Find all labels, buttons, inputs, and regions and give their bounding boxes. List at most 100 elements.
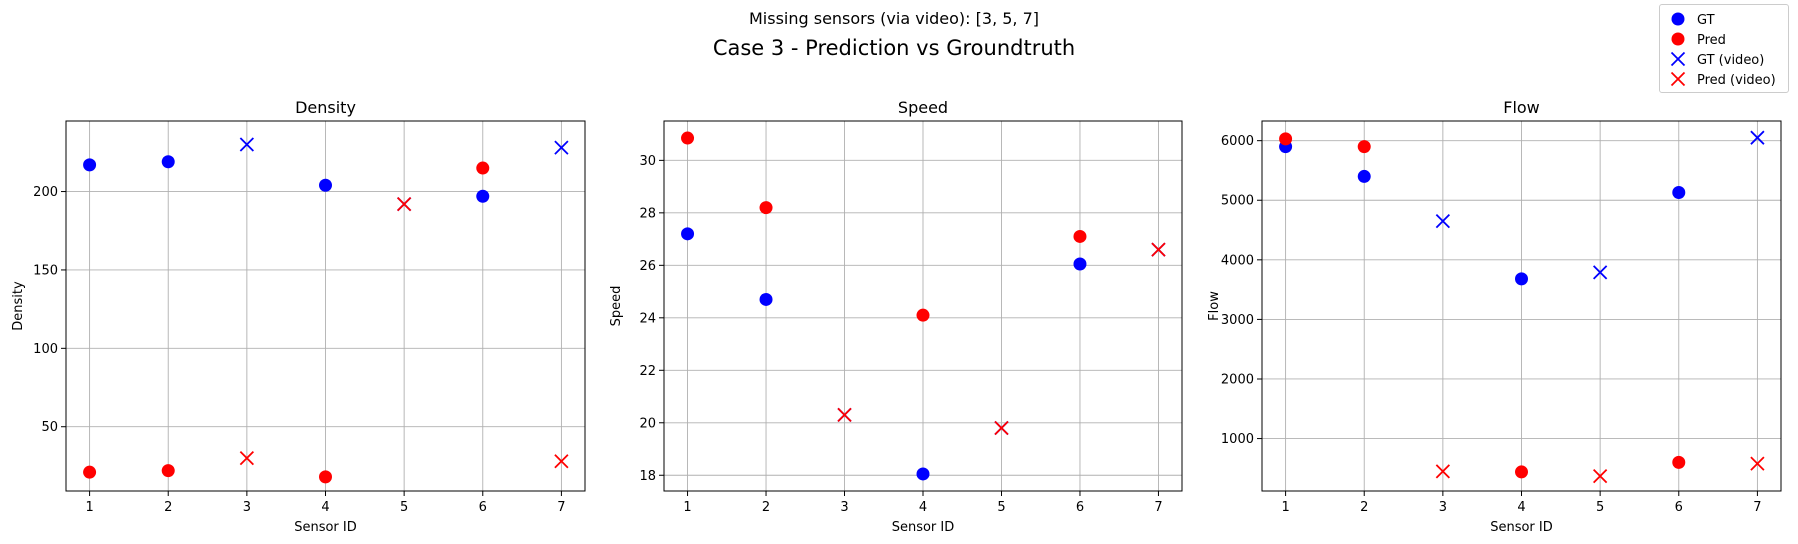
y-tick-label: 1000 bbox=[1221, 432, 1254, 447]
subplot-speed: 1 2 3 4 5 6 7 18 20 22 24 26 28 30 Speed Sensor ID Speed bbox=[609, 98, 1183, 535]
y-tick-label: 22 bbox=[639, 364, 656, 379]
point-pred-video-sensor-7 bbox=[554, 454, 569, 469]
point-gt-sensor-2 bbox=[161, 155, 175, 169]
point-pred-sensor-2 bbox=[759, 201, 773, 215]
point-pred-video-sensor-7 bbox=[1750, 456, 1765, 471]
legend-label-3: GT (video) bbox=[1697, 53, 1764, 68]
y-axis-label: Speed bbox=[609, 286, 624, 327]
x-tick-label: 3 bbox=[243, 500, 251, 515]
point-gt-sensor-2 bbox=[1357, 169, 1371, 183]
x-axis-label: Sensor ID bbox=[1490, 520, 1553, 535]
y-tick-label: 30 bbox=[639, 154, 656, 169]
point-gt-video-sensor-7 bbox=[554, 140, 569, 155]
point-gt-sensor-4 bbox=[319, 178, 332, 192]
point-pred-sensor-4 bbox=[319, 470, 332, 484]
point-pred-sensor-2 bbox=[1357, 140, 1371, 154]
x-tick-label: 2 bbox=[1360, 500, 1368, 515]
point-gt-sensor-4 bbox=[916, 467, 930, 481]
y-tick-label: 3000 bbox=[1221, 313, 1254, 328]
point-gt-sensor-2 bbox=[759, 292, 773, 306]
x-tick-label: 7 bbox=[1154, 500, 1162, 515]
figure-suptitle: Missing sensors (via video): [3, 5, 7] bbox=[749, 9, 1039, 28]
x-tick-label: 6 bbox=[1076, 500, 1084, 515]
legend-entries: GT Pred GT (video) Pred (video) bbox=[1670, 12, 1776, 88]
y-tick-label: 5000 bbox=[1221, 194, 1254, 209]
legend-marker-4 bbox=[1670, 71, 1686, 87]
legend-marker-1 bbox=[1671, 12, 1685, 26]
axes-frame bbox=[65, 120, 586, 492]
point-pred-video-sensor-3 bbox=[837, 407, 852, 423]
point-pred-sensor-6 bbox=[1073, 229, 1087, 243]
point-gt-sensor-1 bbox=[681, 227, 695, 241]
point-pred-video-sensor-5 bbox=[396, 196, 412, 212]
subplot-title: Density bbox=[295, 98, 356, 117]
point-pred-video-sensor-5 bbox=[994, 420, 1009, 436]
point-pred-sensor-6 bbox=[1672, 455, 1686, 469]
point-pred-sensor-2 bbox=[161, 464, 175, 478]
y-tick-label: 100 bbox=[33, 342, 58, 357]
point-pred-video-sensor-5 bbox=[1592, 468, 1608, 484]
x-tick-label: 4 bbox=[1517, 500, 1525, 515]
y-tick-label: 28 bbox=[639, 206, 656, 221]
legend-label-1: GT bbox=[1697, 13, 1715, 28]
point-gt-sensor-1 bbox=[83, 158, 97, 172]
legend-label-2: Pred bbox=[1697, 33, 1726, 48]
legend-marker-2 bbox=[1671, 32, 1685, 46]
x-tick-label: 2 bbox=[762, 500, 770, 515]
point-gt-video-sensor-3 bbox=[1435, 213, 1451, 229]
y-tick-label: 50 bbox=[41, 420, 58, 435]
legend-marker-3 bbox=[1670, 51, 1686, 67]
x-tick-label: 5 bbox=[400, 500, 408, 515]
point-pred-sensor-4 bbox=[1515, 465, 1528, 479]
point-pred-sensor-1 bbox=[1279, 132, 1293, 146]
y-axis-label: Density bbox=[11, 281, 26, 331]
point-pred-sensor-4 bbox=[916, 308, 930, 322]
figure-title: Case 3 - Prediction vs Groundtruth bbox=[713, 36, 1075, 60]
x-tick-label: 7 bbox=[1753, 500, 1761, 515]
point-gt-sensor-6 bbox=[1672, 185, 1686, 199]
point-gt-video-sensor-7 bbox=[1750, 130, 1765, 145]
point-gt-sensor-6 bbox=[1073, 257, 1087, 271]
x-tick-label: 6 bbox=[479, 500, 487, 515]
point-gt-sensor-6 bbox=[476, 189, 490, 203]
point-pred-video-sensor-3 bbox=[239, 450, 255, 466]
x-tick-label: 5 bbox=[1596, 500, 1604, 515]
x-tick-label: 4 bbox=[321, 500, 329, 515]
x-tick-label: 6 bbox=[1675, 500, 1683, 515]
x-tick-label: 2 bbox=[164, 500, 172, 515]
point-gt-sensor-4 bbox=[1515, 272, 1528, 286]
point-gt-video-sensor-3 bbox=[239, 137, 255, 152]
y-tick-label: 200 bbox=[33, 185, 58, 200]
point-pred-sensor-1 bbox=[681, 131, 695, 145]
subplot-title: Speed bbox=[898, 98, 948, 117]
point-pred-video-sensor-7 bbox=[1151, 242, 1166, 257]
y-tick-label: 4000 bbox=[1221, 253, 1254, 268]
y-axis-label: Flow bbox=[1207, 291, 1222, 321]
y-tick-label: 18 bbox=[639, 469, 656, 484]
legend-label-4: Pred (video) bbox=[1697, 73, 1776, 88]
y-tick-label: 6000 bbox=[1221, 134, 1254, 149]
point-pred-sensor-6 bbox=[476, 161, 490, 175]
y-tick-label: 26 bbox=[639, 259, 656, 274]
x-tick-label: 5 bbox=[997, 500, 1005, 515]
x-tick-label: 7 bbox=[557, 500, 565, 515]
point-pred-video-sensor-3 bbox=[1435, 464, 1451, 479]
x-tick-label: 1 bbox=[683, 500, 691, 515]
subplot-flow: 1 2 3 4 5 6 7 1000 2000 3000 4000 5000 6000 Flow Senso… bbox=[1207, 98, 1782, 535]
x-tick-label: 1 bbox=[1281, 500, 1289, 515]
axes-frame bbox=[1261, 120, 1782, 492]
y-tick-label: 150 bbox=[33, 263, 58, 278]
x-tick-label: 4 bbox=[919, 500, 927, 515]
subplot-density: 1 2 3 4 5 6 7 50 100 150 200 Density Sensor ID Densit… bbox=[11, 98, 586, 535]
axes-frame bbox=[663, 120, 1183, 492]
legend: GT Pred GT (video) Pred (video) bbox=[1659, 4, 1789, 93]
x-axis-label: Sensor ID bbox=[892, 520, 955, 535]
y-tick-label: 2000 bbox=[1221, 372, 1254, 387]
x-tick-label: 3 bbox=[840, 500, 848, 515]
x-axis-label: Sensor ID bbox=[294, 520, 357, 535]
y-tick-label: 20 bbox=[639, 416, 656, 431]
x-tick-label: 1 bbox=[85, 500, 93, 515]
subplot-title: Flow bbox=[1503, 98, 1540, 117]
y-tick-label: 24 bbox=[639, 311, 656, 326]
